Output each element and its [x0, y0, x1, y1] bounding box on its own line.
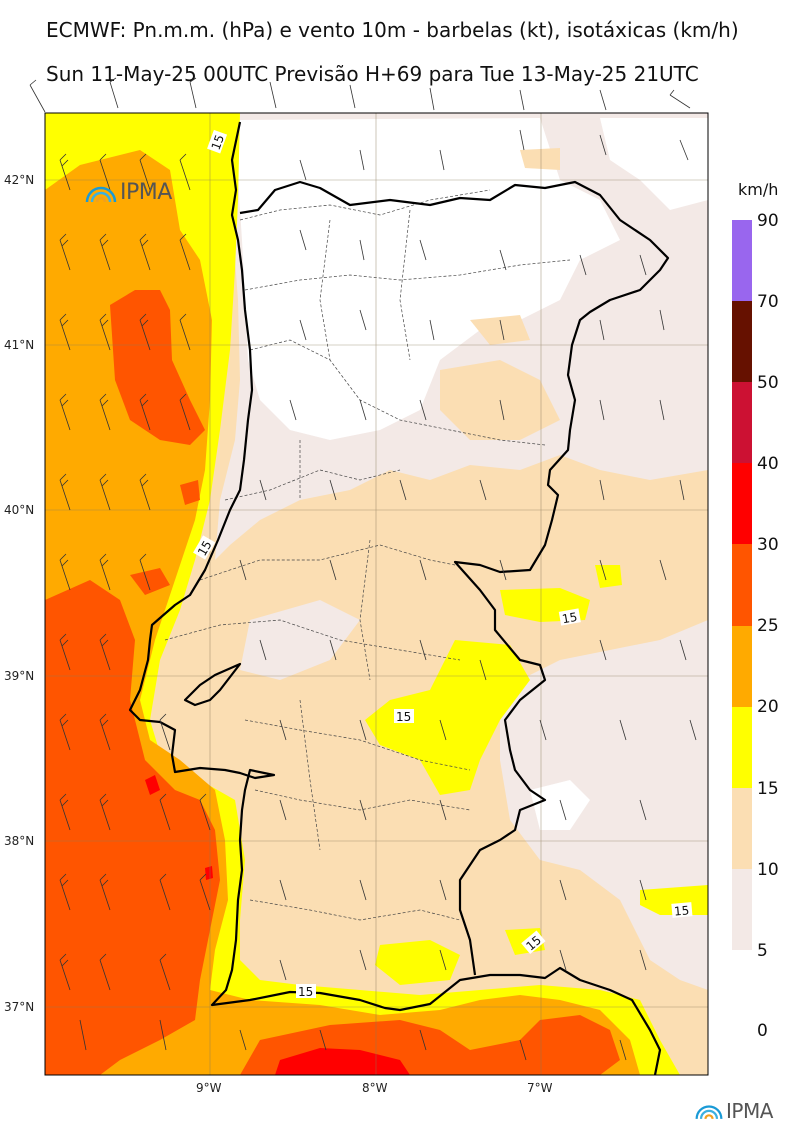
band-5-10-center	[240, 600, 360, 680]
tan-patch-n2	[470, 315, 530, 345]
lon-label: 9°W	[196, 1081, 222, 1095]
isotach-label: 15	[298, 985, 313, 999]
lon-label: 8°W	[362, 1081, 388, 1095]
colorbar	[732, 220, 752, 950]
legend-label: 15	[757, 779, 779, 799]
yellow-e2	[595, 565, 622, 588]
legend-label: 25	[757, 616, 779, 636]
colorbar-50-70	[732, 301, 752, 382]
logo-text: IPMA	[726, 1099, 773, 1123]
wind-barbs-outer	[29, 77, 691, 113]
estuary	[183, 662, 242, 707]
lat-label: 37°N	[4, 1000, 34, 1014]
band-25-30-n2	[180, 480, 200, 505]
graticule	[45, 113, 708, 1075]
wind-barbs	[79, 129, 697, 1061]
band-25-30-n3	[130, 568, 170, 595]
coastline	[128, 121, 670, 1075]
legend-label: 70	[757, 292, 779, 312]
legend-label: 20	[757, 697, 779, 717]
colorbar-20-25	[732, 626, 752, 707]
ipma-logo-footer: IPMA	[694, 1099, 773, 1125]
colorbar-5-10	[732, 869, 752, 950]
colorbar-10-15	[732, 788, 752, 869]
white-patch-se	[530, 780, 590, 830]
lat-axis: 42°N 41°N 40°N 39°N 38°N 37°N	[4, 173, 34, 1014]
band-25-30-north	[110, 290, 205, 445]
legend-label: 50	[757, 373, 779, 393]
lon-axis: 9°W 8°W 7°W	[196, 1081, 553, 1095]
plot-frame	[44, 112, 709, 1076]
isotach-label: 15	[561, 610, 578, 626]
isotach-label: 15	[396, 710, 411, 724]
isotach-labels: 15 15 15 15 15 15	[193, 129, 693, 999]
logo-text: IPMA	[120, 180, 172, 205]
isotach-label: 15	[195, 538, 215, 558]
band-30-40-a	[145, 775, 160, 795]
ipma-logo: IPMA	[84, 180, 172, 208]
map-title: ECMWF: Pn.m.m. (hPa) e vento 10m - barbe…	[46, 18, 739, 42]
white-patch-north	[238, 118, 620, 440]
yellow-s1	[375, 940, 460, 985]
spain-border	[239, 180, 670, 976]
yellow-center	[365, 640, 530, 795]
white-patch-ne	[600, 118, 708, 210]
lat-label: 42°N	[4, 173, 34, 187]
forecast-subtitle: Sun 11-May-25 00UTC Previsão H+69 para T…	[46, 62, 699, 86]
lat-label: 39°N	[4, 669, 34, 683]
legend-label: 10	[757, 860, 779, 880]
band-30-40-b	[205, 866, 213, 880]
lat-label: 40°N	[4, 503, 34, 517]
legend-unit: km/h	[738, 180, 779, 199]
isotach-label: 15	[209, 133, 227, 152]
tan-patch-n3	[520, 148, 560, 170]
legend-label: 0	[757, 1021, 768, 1041]
colorbar-25-30	[732, 544, 752, 626]
lat-label: 41°N	[4, 338, 34, 352]
colorbar-70-90	[732, 220, 752, 301]
legend-label: 30	[757, 535, 779, 555]
legend-label: 40	[757, 454, 779, 474]
colorbar-40-50	[732, 382, 752, 463]
colorbar-15-20	[732, 707, 752, 788]
legend-label: 90	[757, 211, 779, 231]
band-25-30-west	[45, 580, 220, 1075]
ipma-logo-icon	[85, 186, 117, 203]
legend-label: 5	[757, 941, 768, 961]
district-borders	[164, 189, 571, 921]
ipma-logo-icon	[695, 1105, 723, 1120]
lon-label: 7°W	[527, 1081, 553, 1095]
lat-label: 38°N	[4, 834, 34, 848]
isotach-label: 15	[673, 903, 689, 918]
colorbar-30-40	[732, 463, 752, 544]
wind-barbs-ocean	[59, 153, 211, 991]
